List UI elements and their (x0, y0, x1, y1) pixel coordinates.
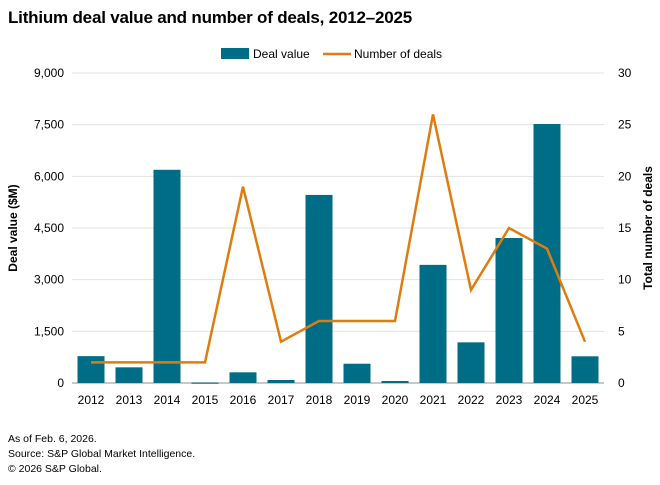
y-tick-label: 6,000 (34, 169, 64, 183)
y-right-tick-label: 10 (618, 273, 632, 287)
bar (419, 264, 447, 383)
chart-title: Lithium deal value and number of deals, … (8, 8, 413, 27)
x-tick-label: 2016 (230, 393, 257, 407)
x-tick-label: 2023 (496, 393, 523, 407)
x-tick-label: 2018 (306, 393, 333, 407)
x-tick-label: 2014 (154, 393, 181, 407)
bar (153, 169, 181, 383)
y-tick-label: 9,000 (34, 66, 64, 80)
bar (267, 380, 295, 383)
legend-swatch-deal-value (221, 48, 249, 59)
note-source: Source: S&P Global Market Intelligence. (8, 448, 196, 460)
y-right-tick-label: 15 (618, 221, 632, 235)
bar (343, 363, 371, 383)
x-tick-label: 2015 (192, 393, 219, 407)
bar (571, 356, 599, 383)
y-right-tick-label: 0 (618, 376, 625, 390)
bar (191, 382, 219, 384)
bar (115, 367, 143, 383)
x-tick-label: 2017 (268, 393, 295, 407)
x-tick-label: 2020 (382, 393, 409, 407)
x-tick-label: 2012 (78, 393, 105, 407)
x-tick-label: 2013 (116, 393, 143, 407)
x-tick-label: 2022 (458, 393, 485, 407)
deals-line (91, 114, 587, 364)
x-tick-label: 2019 (344, 393, 371, 407)
y-axis-label: Deal value ($M) (6, 184, 20, 271)
bar (77, 356, 105, 383)
note-copyright: © 2026 S&P Global. (8, 463, 102, 475)
y-tick-label: 0 (57, 376, 64, 390)
footnotes: As of Feb. 6, 2026. Source: S&P Global M… (8, 432, 195, 477)
y-right-axis-label: Total number of deals (641, 166, 655, 290)
x-tick-label: 2024 (534, 393, 561, 407)
y-tick-label: 1,500 (34, 324, 64, 338)
y-right-tick-label: 30 (618, 66, 632, 80)
bar (229, 372, 257, 383)
bar (533, 123, 561, 383)
y-tick-label: 3,000 (34, 273, 64, 287)
bar (305, 194, 333, 383)
legend-label-deal-value: Deal value (253, 47, 310, 61)
x-tick-label: 2021 (420, 393, 447, 407)
y-right-tick-label: 5 (618, 324, 625, 338)
bar (495, 237, 523, 383)
bar (381, 381, 409, 383)
y-tick-label: 7,500 (34, 118, 64, 132)
legend-label-number-of-deals: Number of deals (354, 47, 442, 61)
bar (457, 342, 485, 383)
x-tick-label: 2025 (572, 393, 599, 407)
y-right-tick-label: 25 (618, 118, 632, 132)
y-tick-label: 4,500 (34, 221, 64, 235)
chart-svg: 01,5003,0004,5006,0007,5009,000051015202… (6, 47, 655, 407)
y-right-tick-label: 20 (618, 169, 632, 183)
note-date: As of Feb. 6, 2026. (8, 433, 97, 445)
